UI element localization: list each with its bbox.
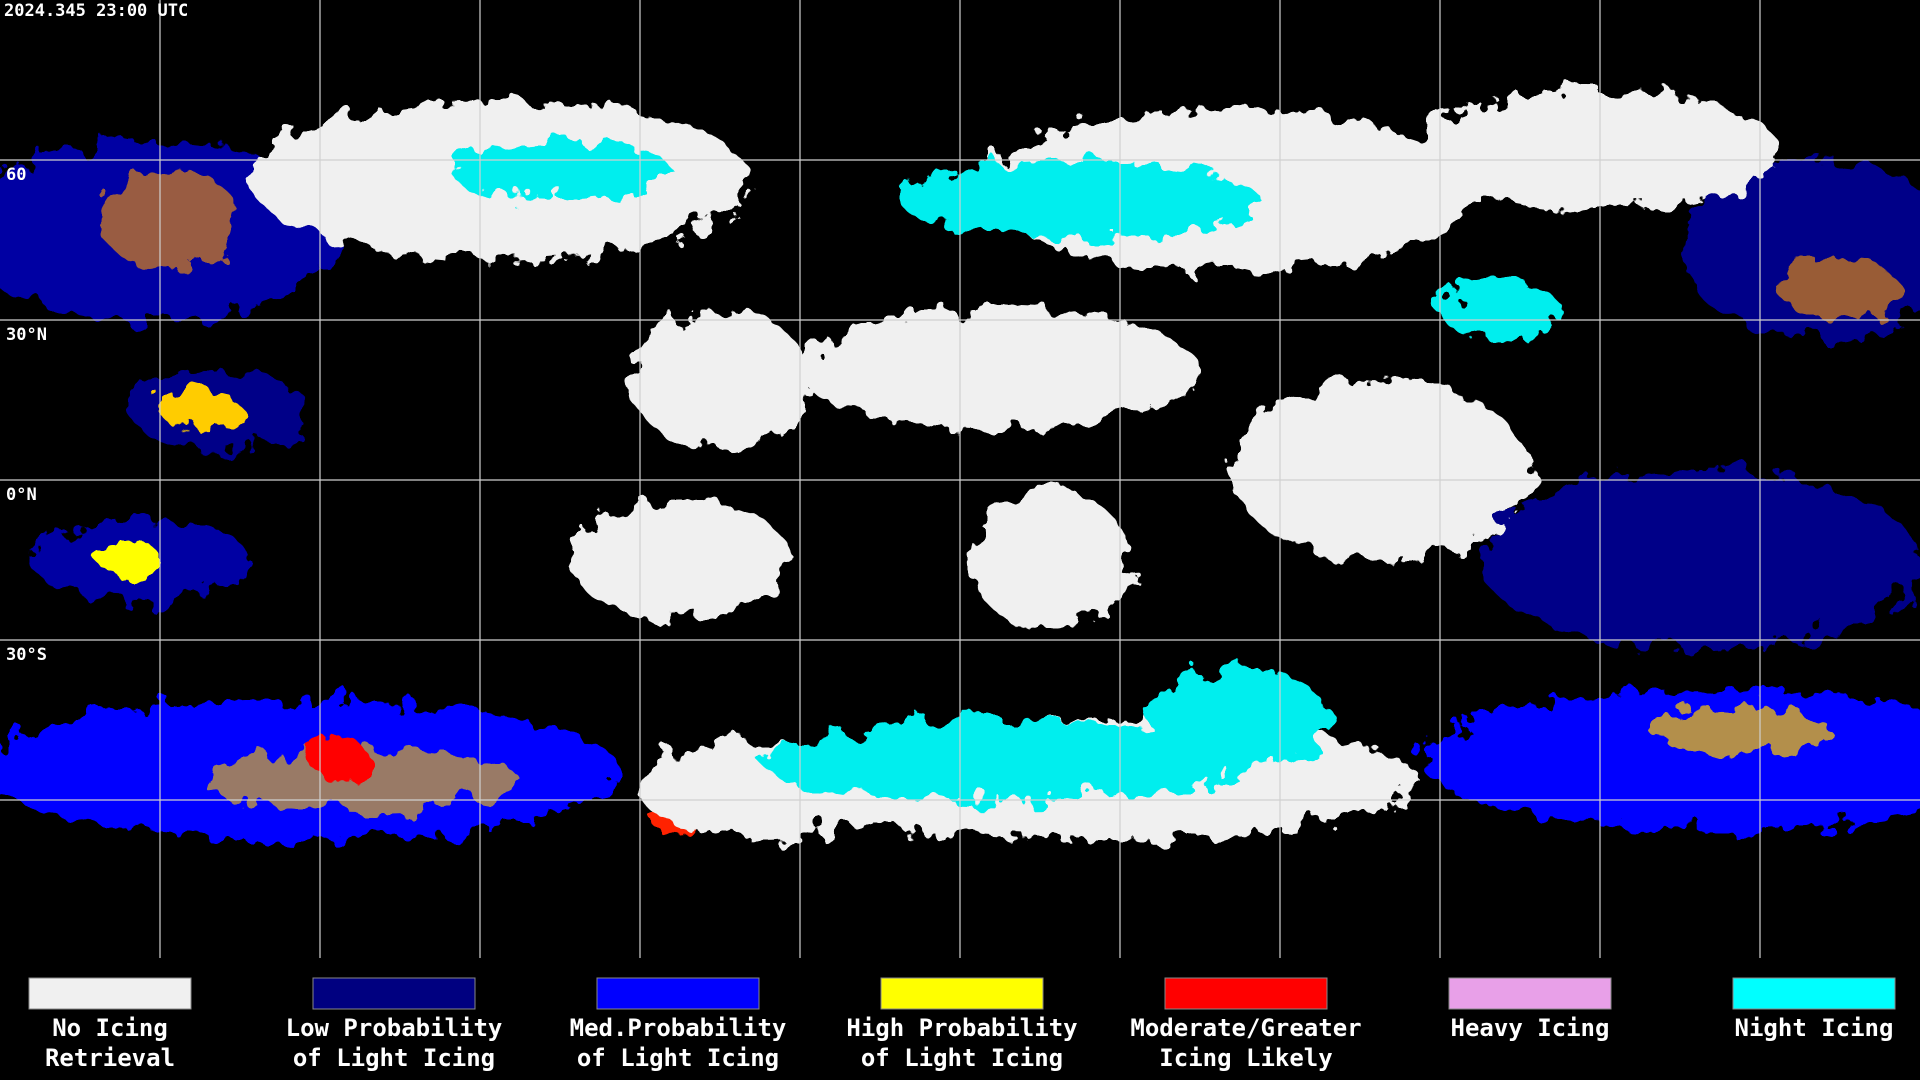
latitude-label: 60 [6,165,26,185]
legend-label: No Icing [52,1014,168,1042]
legend-swatch [880,977,1044,1010]
legend-swatch [1448,977,1612,1010]
legend-label: of Light Icing [577,1044,779,1072]
grid [0,0,1920,958]
legend-label: Moderate/Greater [1130,1014,1361,1042]
latitude-labels: 60 30°N 0°N 30°S [6,165,47,665]
latitude-label: 0°N [6,485,37,505]
latitude-label: 30°N [6,325,47,345]
legend-swatch [312,977,476,1010]
legend-label: Night Icing [1735,1014,1894,1042]
latitude-label: 30°S [6,645,47,665]
legend-label: Low Probability [286,1014,503,1042]
legend-label: Heavy Icing [1451,1014,1610,1042]
legend-swatch [596,977,760,1010]
legend-swatch [1164,977,1328,1010]
legend-label: Med.Probability [570,1014,787,1042]
legend-label: of Light Icing [293,1044,495,1072]
legend-label: Retrieval [45,1044,175,1072]
legend-label: of Light Icing [861,1044,1063,1072]
timestamp: 2024.345 23:00 UTC [4,1,188,21]
legend-swatch [1732,977,1896,1010]
legend-label: Icing Likely [1159,1044,1332,1072]
legend-swatch [28,977,192,1010]
legend-label: High Probability [846,1014,1077,1042]
